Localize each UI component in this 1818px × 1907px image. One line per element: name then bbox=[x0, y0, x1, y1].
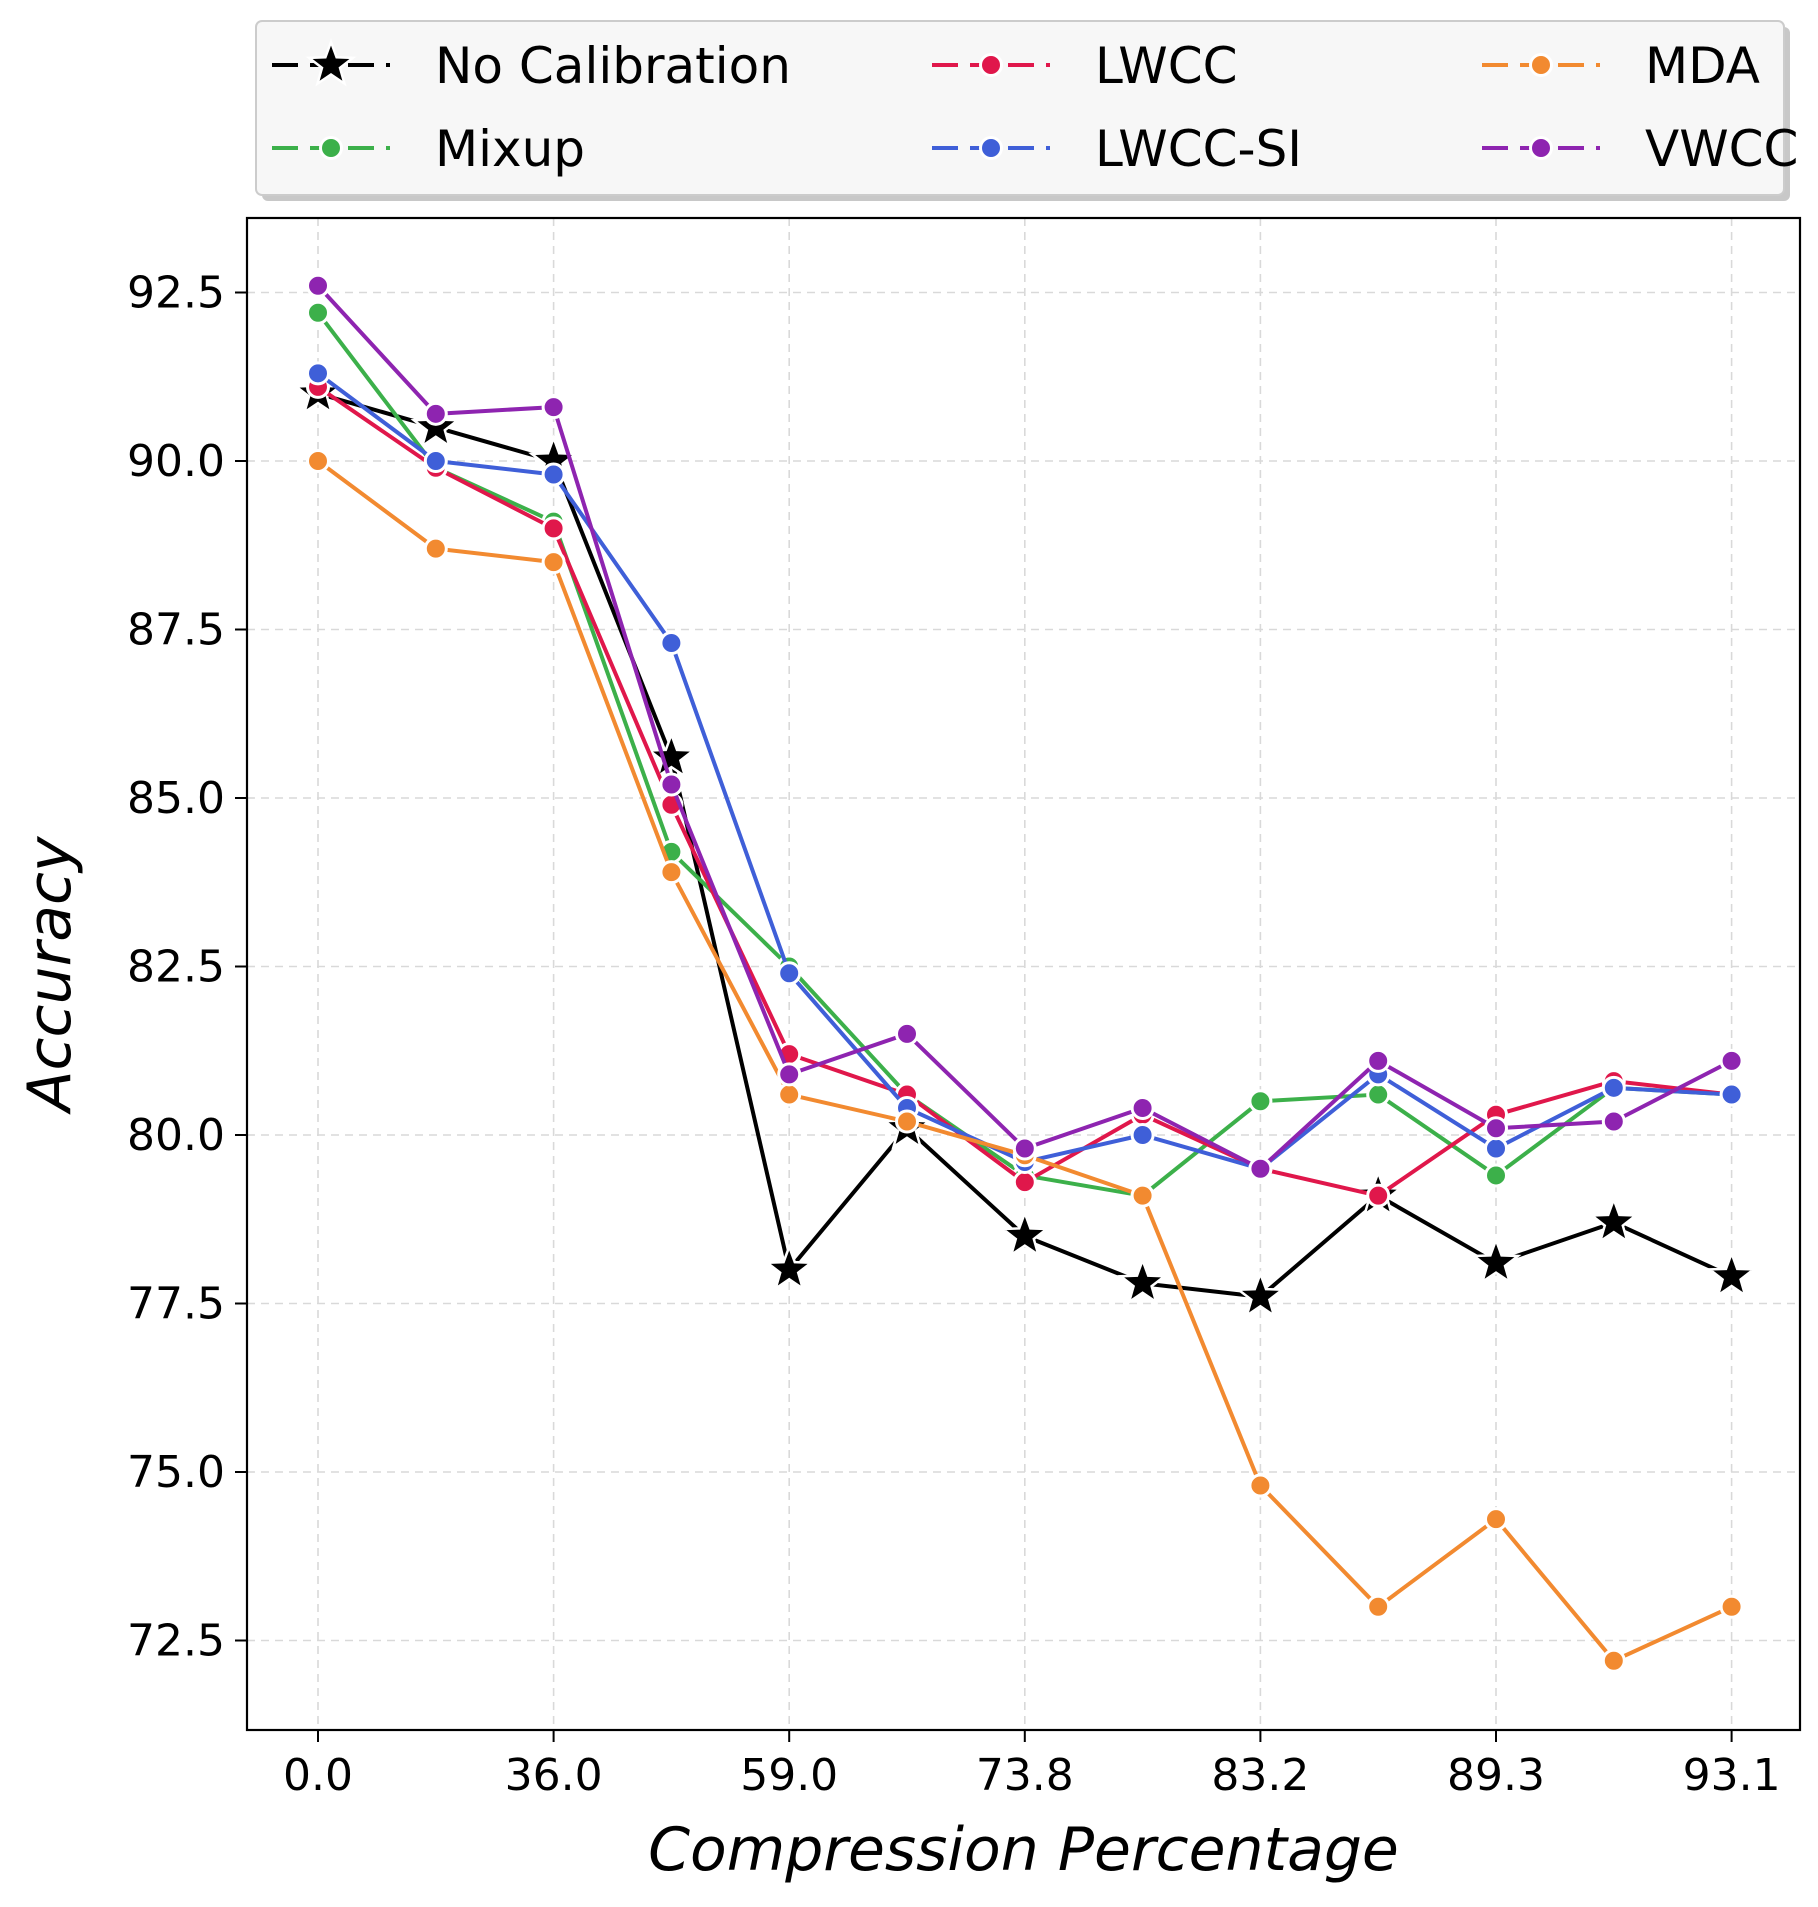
data-point bbox=[1248, 1089, 1273, 1114]
x-axis-title: Compression Percentage bbox=[648, 1815, 1399, 1885]
y-tick-label: 90.0 bbox=[127, 436, 225, 487]
data-point bbox=[659, 860, 684, 885]
y-tick-label: 92.5 bbox=[127, 268, 225, 319]
data-point bbox=[777, 1082, 802, 1107]
data-point bbox=[1012, 1170, 1037, 1195]
data-point bbox=[999, 1209, 1051, 1258]
data-point bbox=[1235, 1270, 1286, 1319]
legend: No Calibration LWCC MDA Mixup LWCC-SI VWCC bbox=[255, 20, 1798, 201]
legend-item-mda: MDA bbox=[1482, 37, 1760, 95]
data-point bbox=[777, 1062, 802, 1087]
legend-marker bbox=[979, 53, 1003, 77]
legend-marker bbox=[1529, 136, 1553, 160]
y-tick-label: 72.5 bbox=[127, 1616, 225, 1667]
data-point bbox=[895, 1109, 919, 1134]
grid bbox=[247, 218, 1800, 1730]
data-point bbox=[1248, 1156, 1273, 1181]
data-point bbox=[1719, 1594, 1744, 1619]
legend-marker bbox=[305, 38, 357, 87]
legend-label: LWCC bbox=[1095, 37, 1238, 95]
x-tick-label: 83.2 bbox=[1211, 1750, 1309, 1801]
legend-label: VWCC bbox=[1645, 120, 1798, 178]
legend-item-vwcc: VWCC bbox=[1482, 120, 1798, 178]
data-point bbox=[1484, 1507, 1508, 1532]
data-point bbox=[895, 1021, 919, 1046]
data-point bbox=[1719, 1048, 1744, 1073]
data-point bbox=[646, 730, 697, 780]
data-point bbox=[541, 550, 566, 575]
series-layer bbox=[292, 273, 1757, 1673]
data-point bbox=[659, 630, 684, 655]
data-point bbox=[541, 462, 566, 487]
data-point bbox=[306, 449, 330, 473]
x-tick-label: 73.8 bbox=[976, 1750, 1074, 1801]
legend-item-mixup: Mixup bbox=[272, 120, 585, 178]
plot-frame bbox=[245, 216, 1802, 1732]
x-tick-label: 0.0 bbox=[283, 1750, 353, 1801]
data-point bbox=[1366, 1594, 1391, 1619]
legend-marker bbox=[979, 136, 1003, 160]
data-point bbox=[1484, 1163, 1508, 1188]
data-point bbox=[306, 300, 330, 325]
data-point bbox=[1470, 1236, 1522, 1285]
data-point bbox=[763, 1243, 815, 1292]
legend-item-lwcc-si: LWCC-SI bbox=[932, 120, 1302, 178]
y-tick-label: 77.5 bbox=[127, 1279, 225, 1330]
data-point bbox=[1248, 1473, 1273, 1498]
data-point bbox=[1012, 1136, 1037, 1161]
x-tick-label: 36.0 bbox=[505, 1750, 603, 1801]
data-point bbox=[1484, 1136, 1508, 1161]
data-point bbox=[1588, 1195, 1640, 1245]
data-point bbox=[1601, 1109, 1626, 1134]
x-axis: 0.0 36.0 59.0 73.8 83.2 89.3 93.1 bbox=[283, 1730, 1781, 1801]
y-axis-title: Accuracy bbox=[15, 835, 85, 1115]
legend-box bbox=[255, 20, 1785, 196]
data-point bbox=[1601, 1075, 1626, 1100]
y-tick-label: 75.0 bbox=[127, 1447, 225, 1498]
x-tick-label: 89.3 bbox=[1447, 1750, 1545, 1801]
legend-marker bbox=[319, 136, 343, 160]
x-tick-label: 59.0 bbox=[740, 1750, 838, 1801]
data-point bbox=[1366, 1183, 1391, 1208]
data-point bbox=[1130, 1123, 1155, 1147]
data-point bbox=[1601, 1648, 1626, 1673]
x-tick-label: 93.1 bbox=[1683, 1750, 1781, 1801]
data-point bbox=[541, 516, 566, 541]
legend-label: Mixup bbox=[435, 120, 585, 178]
data-point bbox=[1366, 1048, 1391, 1073]
legend-label: No Calibration bbox=[435, 37, 791, 95]
y-axis: 72.5 75.0 77.5 80.0 82.5 85.0 87.5 90.0 92.5 bbox=[127, 268, 247, 1667]
data-point bbox=[423, 401, 448, 426]
y-tick-label: 85.0 bbox=[127, 773, 225, 824]
legend-label: LWCC-SI bbox=[1095, 120, 1302, 178]
data-point bbox=[423, 536, 448, 561]
y-tick-label: 87.5 bbox=[127, 605, 225, 656]
data-point bbox=[423, 449, 448, 473]
data-point bbox=[1366, 1082, 1391, 1107]
data-point bbox=[541, 395, 566, 420]
y-tick-label: 82.5 bbox=[127, 942, 225, 993]
data-point bbox=[1117, 1256, 1168, 1305]
series-vwcc bbox=[306, 273, 1744, 1181]
data-point bbox=[1130, 1183, 1155, 1208]
data-point bbox=[1130, 1096, 1155, 1121]
data-point bbox=[659, 772, 684, 797]
legend-item-no-calibration: No Calibration bbox=[272, 37, 791, 95]
data-point bbox=[777, 961, 802, 986]
data-point bbox=[1719, 1082, 1744, 1107]
legend-item-lwcc: LWCC bbox=[932, 37, 1238, 95]
data-point bbox=[1484, 1116, 1508, 1141]
data-point bbox=[306, 361, 330, 386]
legend-marker bbox=[1529, 53, 1553, 77]
data-point bbox=[1706, 1249, 1757, 1299]
y-tick-label: 80.0 bbox=[127, 1110, 225, 1161]
legend-label: MDA bbox=[1645, 37, 1760, 95]
data-point bbox=[306, 273, 330, 298]
